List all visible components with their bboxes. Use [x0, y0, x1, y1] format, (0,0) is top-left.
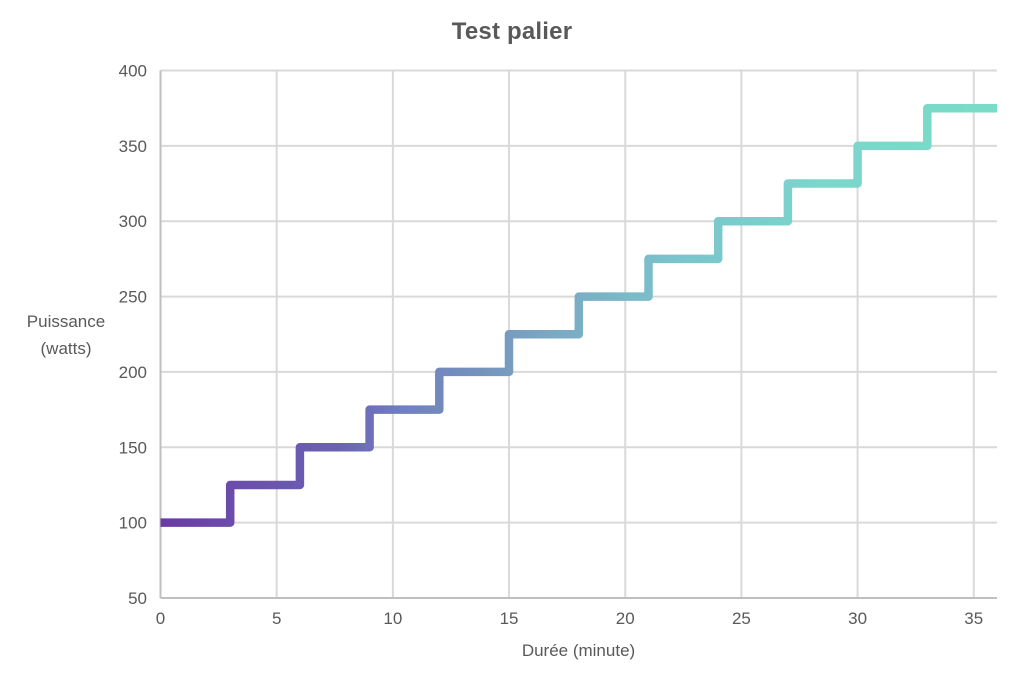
x-tick-label: 15	[500, 609, 519, 628]
y-axis-title-line1: Puissance	[26, 312, 106, 331]
y-axis-title: Puissance (watts)	[0, 308, 132, 362]
y-tick-label: 100	[119, 514, 147, 533]
x-tick-label: 10	[383, 609, 402, 628]
step-line-series	[160, 103, 997, 527]
x-tick-label: 5	[272, 609, 281, 628]
y-tick-label: 400	[119, 62, 147, 81]
x-tick-label: 20	[616, 609, 635, 628]
x-tick-label: 0	[156, 609, 165, 628]
y-axis-title-line2: (watts)	[40, 339, 92, 358]
y-tick-label: 350	[119, 137, 147, 156]
chart-title: Test palier	[451, 18, 573, 45]
y-tick-label: 150	[119, 438, 147, 457]
x-tick-label: 30	[848, 609, 867, 628]
y-tick-label: 200	[119, 363, 147, 382]
x-tick-label: 25	[732, 609, 751, 628]
x-tick-label: 35	[964, 609, 983, 628]
y-tick-label: 300	[119, 212, 147, 231]
y-tick-label: 250	[119, 288, 147, 307]
y-tick-label: 50	[128, 589, 147, 608]
x-axis-title: Durée (minute)	[521, 641, 636, 660]
